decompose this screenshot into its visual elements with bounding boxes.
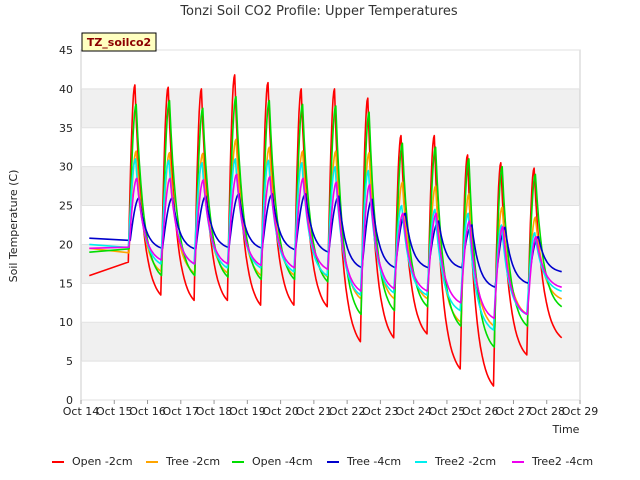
legend-label: Tree -2cm [165,455,220,468]
y-tick-label: 0 [66,394,73,407]
y-tick-label: 40 [59,83,73,96]
legend-label: Open -2cm [72,455,133,468]
legend-item: Open -2cm [52,455,133,468]
x-tick-label: Oct 24 [395,405,432,418]
y-tick-label: 20 [59,238,73,251]
series-line [89,173,562,320]
y-tick-label: 25 [59,200,73,213]
grid-band [81,322,580,362]
legend-item: Open -4cm [232,455,313,468]
legend-item: Tree -2cm [146,455,220,468]
x-axis-label: Time [552,423,580,436]
x-tick-label: Oct 15 [96,405,133,418]
x-tick-label: Oct 25 [429,405,466,418]
y-tick-label: 5 [66,355,73,368]
x-tick-label: Oct 21 [296,405,333,418]
site-badge: TZ_soilco2 [81,32,157,52]
x-tick-label: Oct 27 [495,405,532,418]
y-tick-label: 30 [59,161,73,174]
x-tick-label: Oct 29 [562,405,599,418]
y-tick-label: 10 [59,316,73,329]
x-tick-label: Oct 17 [163,405,200,418]
legend-label: Open -4cm [252,455,313,468]
legend-label: Tree2 -2cm [434,455,496,468]
legend-label: Tree2 -4cm [531,455,593,468]
legend-item: Tree2 -2cm [415,455,496,468]
legend-item: Tree -4cm [327,455,401,468]
grid-band [81,88,580,128]
y-axis: 0 5 10 15 20 25 30 35 40 45 [59,44,73,407]
x-tick-label: Oct 26 [462,405,499,418]
y-tick-label: 45 [59,44,73,57]
site-badge-box [81,32,157,52]
site-badge-label: TZ_soilco2 [87,36,151,49]
x-tick-label: Oct 19 [229,405,266,418]
x-tick-label: Oct 16 [129,405,166,418]
y-axis-label: Soil Temperature (C) [7,170,20,283]
x-tick-label: Oct 23 [362,405,399,418]
series-lines [89,74,563,387]
x-tick-label: Oct 18 [196,405,233,418]
x-tick-label: Oct 28 [528,405,565,418]
y-tick-label: 15 [59,277,73,290]
series-line [89,193,562,288]
series-line [89,95,563,348]
legend-label: Tree -4cm [346,455,401,468]
chart-title: Tonzi Soil CO2 Profile: Upper Temperatur… [179,4,458,19]
legend: Open -2cm Tree -2cm Open -4cm Tree -4cm Tree… [52,455,593,468]
legend-item: Tree2 -4cm [512,455,593,468]
x-tick-label: Oct 20 [262,405,299,418]
x-tick-label: Oct 22 [329,405,366,418]
x-tick-label: Oct 14 [63,405,100,418]
y-tick-label: 35 [59,122,73,135]
